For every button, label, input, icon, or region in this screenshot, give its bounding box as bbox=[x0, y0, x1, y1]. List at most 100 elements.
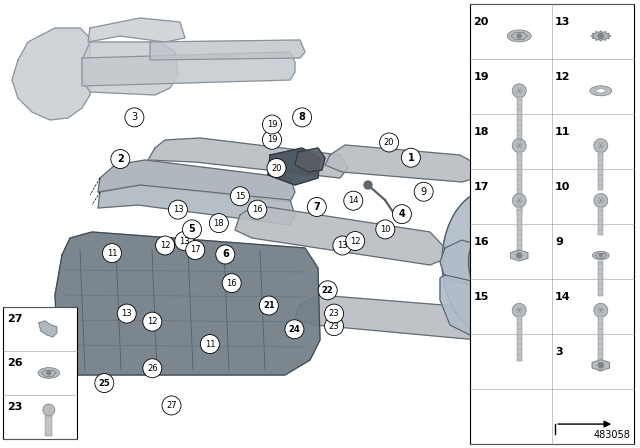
Bar bbox=[598, 207, 604, 235]
Text: 20: 20 bbox=[474, 17, 489, 27]
Text: 13: 13 bbox=[555, 17, 570, 27]
Circle shape bbox=[594, 303, 608, 317]
Text: 3: 3 bbox=[131, 112, 138, 122]
Polygon shape bbox=[148, 138, 348, 178]
Polygon shape bbox=[325, 145, 478, 182]
Circle shape bbox=[117, 304, 136, 323]
Circle shape bbox=[285, 320, 304, 339]
Circle shape bbox=[216, 245, 235, 264]
Text: 11: 11 bbox=[555, 127, 570, 137]
Text: 16: 16 bbox=[252, 205, 262, 214]
Text: 6: 6 bbox=[222, 250, 228, 259]
Text: 27: 27 bbox=[166, 401, 177, 410]
Circle shape bbox=[175, 232, 194, 250]
Polygon shape bbox=[235, 205, 445, 265]
Circle shape bbox=[47, 370, 51, 375]
Circle shape bbox=[168, 200, 188, 219]
Text: 16: 16 bbox=[227, 279, 237, 288]
Circle shape bbox=[200, 335, 220, 353]
Polygon shape bbox=[98, 185, 295, 225]
Polygon shape bbox=[55, 232, 320, 375]
Circle shape bbox=[102, 244, 122, 263]
Text: 9: 9 bbox=[555, 237, 563, 247]
Circle shape bbox=[401, 148, 420, 167]
Text: 5: 5 bbox=[189, 224, 195, 234]
Circle shape bbox=[594, 139, 608, 153]
Circle shape bbox=[594, 194, 608, 207]
Circle shape bbox=[292, 108, 312, 127]
Circle shape bbox=[598, 362, 604, 368]
Circle shape bbox=[516, 34, 522, 39]
Polygon shape bbox=[268, 148, 320, 185]
Text: 22: 22 bbox=[322, 286, 333, 295]
Text: 18: 18 bbox=[474, 127, 489, 137]
Text: 23: 23 bbox=[329, 322, 339, 331]
Circle shape bbox=[512, 194, 526, 207]
Bar bbox=[45, 416, 52, 436]
Text: 26: 26 bbox=[7, 358, 23, 368]
Polygon shape bbox=[440, 275, 512, 340]
Circle shape bbox=[262, 115, 282, 134]
Text: 483058: 483058 bbox=[594, 430, 630, 439]
Circle shape bbox=[209, 214, 228, 233]
Text: 16: 16 bbox=[474, 237, 489, 247]
Circle shape bbox=[512, 303, 526, 317]
Text: 11: 11 bbox=[107, 249, 117, 258]
Circle shape bbox=[248, 200, 267, 219]
Text: 10: 10 bbox=[380, 225, 390, 234]
Bar bbox=[3, 307, 77, 439]
Circle shape bbox=[259, 296, 278, 315]
Ellipse shape bbox=[508, 30, 531, 42]
Text: 12: 12 bbox=[555, 73, 570, 82]
Circle shape bbox=[512, 139, 526, 153]
Circle shape bbox=[376, 220, 395, 239]
Polygon shape bbox=[150, 40, 305, 60]
Text: 20: 20 bbox=[384, 138, 394, 147]
Text: 13: 13 bbox=[179, 237, 189, 246]
Circle shape bbox=[599, 254, 602, 257]
Text: 13: 13 bbox=[173, 205, 183, 214]
Polygon shape bbox=[82, 52, 295, 86]
Text: 23: 23 bbox=[329, 309, 339, 318]
Text: 14: 14 bbox=[348, 196, 358, 205]
Circle shape bbox=[324, 317, 344, 336]
Text: 19: 19 bbox=[474, 73, 489, 82]
Circle shape bbox=[182, 220, 202, 239]
Circle shape bbox=[598, 33, 604, 39]
Ellipse shape bbox=[593, 251, 609, 260]
Polygon shape bbox=[468, 230, 511, 294]
Text: 12: 12 bbox=[147, 317, 157, 326]
Bar bbox=[598, 316, 604, 371]
Circle shape bbox=[222, 274, 241, 293]
Text: 11: 11 bbox=[205, 340, 215, 349]
Circle shape bbox=[262, 130, 282, 149]
Circle shape bbox=[43, 404, 55, 416]
Text: 7: 7 bbox=[314, 202, 320, 212]
Circle shape bbox=[125, 108, 144, 127]
Polygon shape bbox=[98, 160, 295, 202]
Circle shape bbox=[333, 236, 352, 255]
Polygon shape bbox=[440, 240, 515, 290]
Text: 8: 8 bbox=[299, 112, 305, 122]
Circle shape bbox=[111, 150, 130, 168]
Bar bbox=[516, 207, 522, 254]
Text: 1: 1 bbox=[408, 153, 414, 163]
Polygon shape bbox=[591, 31, 611, 41]
Text: 12: 12 bbox=[160, 241, 170, 250]
Circle shape bbox=[516, 252, 522, 258]
Circle shape bbox=[186, 241, 205, 259]
Ellipse shape bbox=[38, 367, 60, 379]
Ellipse shape bbox=[596, 89, 605, 93]
Text: 27: 27 bbox=[7, 314, 22, 324]
Text: 15: 15 bbox=[474, 292, 489, 302]
Text: 15: 15 bbox=[235, 192, 245, 201]
Circle shape bbox=[392, 205, 412, 224]
Circle shape bbox=[346, 232, 365, 250]
Text: 17: 17 bbox=[474, 182, 489, 192]
Circle shape bbox=[162, 396, 181, 415]
Text: 10: 10 bbox=[555, 182, 570, 192]
Polygon shape bbox=[442, 190, 538, 334]
Text: 14: 14 bbox=[555, 292, 571, 302]
Polygon shape bbox=[295, 295, 490, 340]
Circle shape bbox=[230, 187, 250, 206]
